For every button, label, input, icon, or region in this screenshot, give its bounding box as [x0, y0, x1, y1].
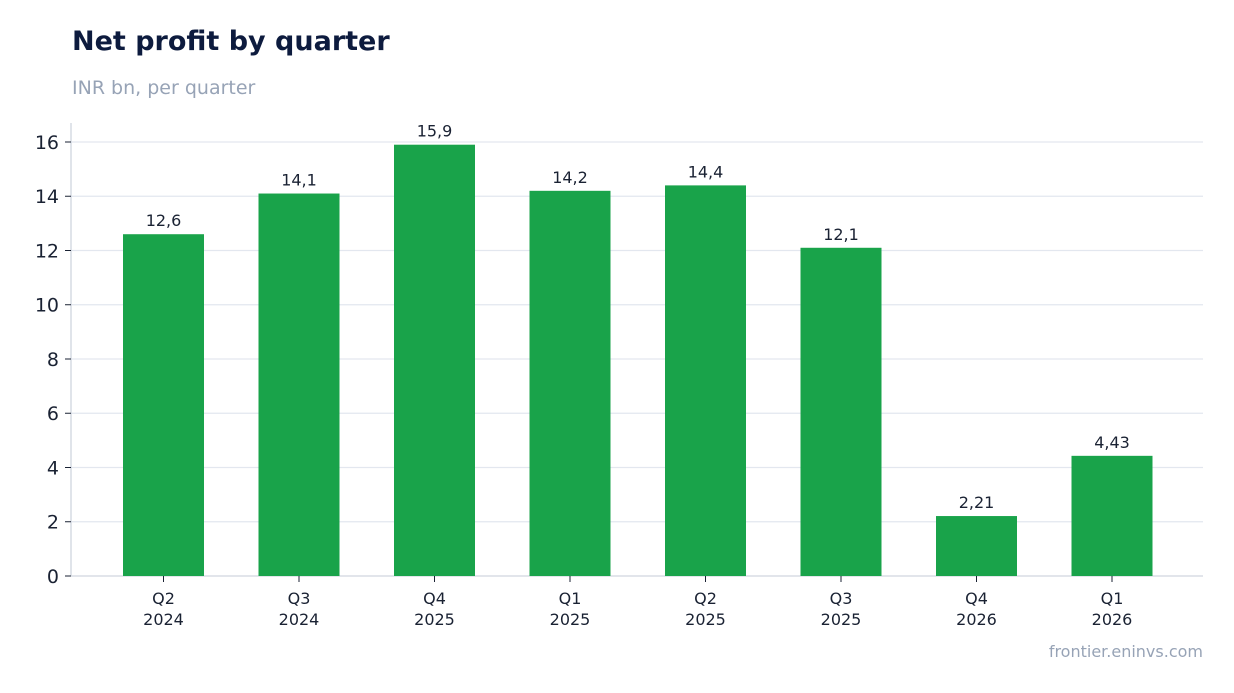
data-label: 14,1 — [281, 171, 317, 190]
bars — [123, 144, 1153, 576]
data-label: 14,2 — [552, 168, 588, 187]
x-tick-label-year: 2024 — [143, 610, 184, 629]
source-credit: frontier.eninvs.com — [1048, 642, 1203, 661]
x-tick-label-quarter: Q1 — [559, 589, 582, 608]
chart-title: Net profit by quarter — [72, 26, 390, 57]
y-axis-ticks: 0 2 4 6 8 10 12 14 16 — [35, 132, 71, 588]
y-tick-label: 8 — [47, 349, 59, 371]
chart-subtitle: INR bn, per quarter — [72, 77, 256, 99]
x-tick-label-year: 2026 — [956, 610, 997, 629]
x-tick-label-quarter: Q3 — [288, 589, 311, 608]
x-tick-label-year: 2025 — [550, 610, 591, 629]
x-axis-ticks: Q2 2024 Q3 2024 Q4 2025 Q1 2025 Q2 2025 Q3 2025 Q4 20… — [143, 576, 1132, 629]
y-tick-label: 2 — [47, 512, 59, 534]
data-label: 12,1 — [823, 225, 859, 244]
bar — [936, 516, 1017, 576]
x-tick-label-quarter: Q1 — [1101, 589, 1124, 608]
x-tick-label-quarter: Q2 — [152, 589, 175, 608]
bar — [1071, 455, 1153, 576]
data-label: 14,4 — [688, 162, 724, 181]
bar — [665, 185, 746, 576]
bar — [258, 193, 340, 576]
x-tick-label-year: 2025 — [685, 610, 726, 629]
x-tick-label-quarter: Q4 — [965, 589, 988, 608]
x-tick-label-quarter: Q2 — [694, 589, 717, 608]
data-label: 15,9 — [417, 122, 453, 141]
y-tick-label: 16 — [35, 132, 59, 154]
y-tick-label: 14 — [35, 186, 59, 208]
x-tick-label-year: 2025 — [821, 610, 862, 629]
bar — [529, 190, 611, 576]
y-tick-label: 10 — [35, 295, 59, 317]
y-tick-label: 12 — [35, 240, 59, 262]
bar — [800, 247, 882, 576]
axes — [70, 123, 1203, 577]
y-tick-label: 6 — [47, 403, 59, 425]
gridlines — [71, 141, 1203, 523]
data-label: 2,21 — [959, 493, 995, 512]
data-labels: 12,6 14,1 15,9 14,2 14,4 12,1 2,21 4,43 — [146, 122, 1130, 512]
x-tick-label-quarter: Q4 — [423, 589, 446, 608]
x-tick-label-year: 2024 — [279, 610, 320, 629]
y-tick-label: 0 — [47, 566, 59, 588]
bar — [123, 234, 204, 576]
y-tick-label: 4 — [47, 457, 59, 479]
x-tick-label-year: 2025 — [414, 610, 455, 629]
bar — [394, 144, 475, 576]
x-tick-label-year: 2026 — [1092, 610, 1133, 629]
data-label: 12,6 — [146, 211, 182, 230]
x-tick-label-quarter: Q3 — [830, 589, 853, 608]
data-label: 4,43 — [1094, 433, 1130, 452]
